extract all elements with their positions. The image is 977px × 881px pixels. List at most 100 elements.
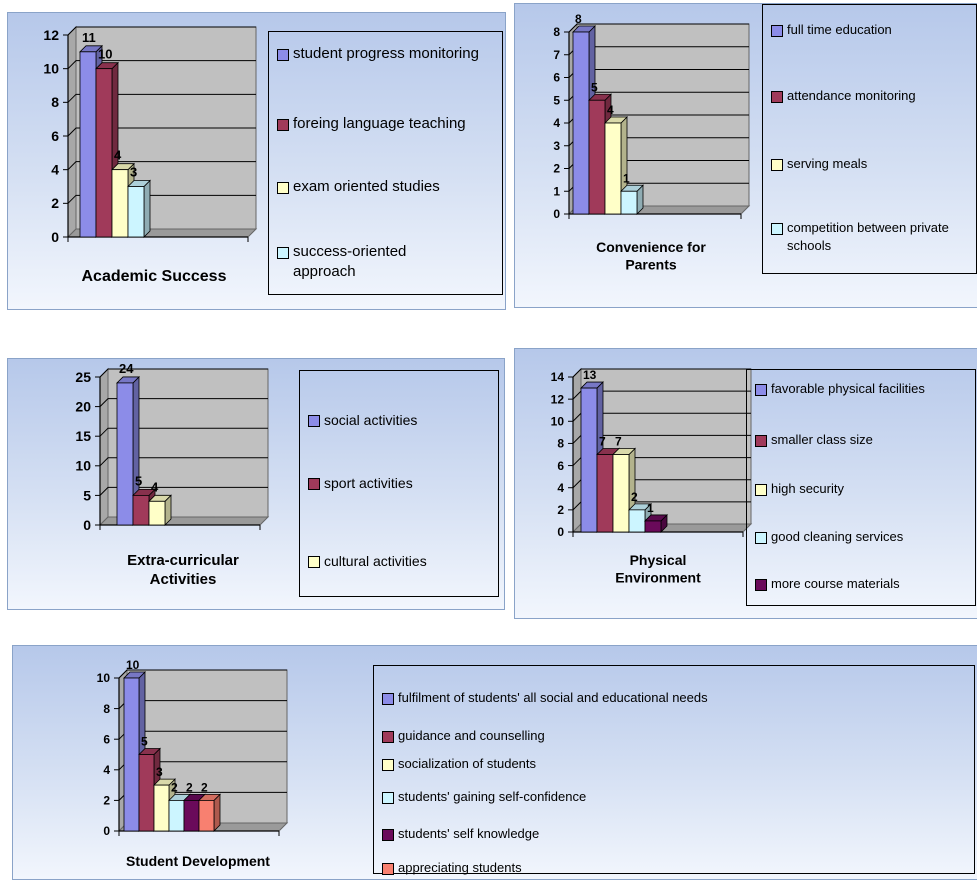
data-label: 5 [591,80,598,94]
data-label: 13 [583,368,597,382]
chart-panel-convenience-for-parents: 0 1 2 3 4 5 6 7 8 8 5 4 1 Convenience for Parents full… [514,3,977,308]
bar-front [168,799,185,832]
legend-swatch [382,863,394,875]
bar-front [79,51,97,238]
chart-title: Convenience for Parents [596,239,706,273]
legend-label: serving meals [787,156,868,171]
bar-front [612,454,630,533]
legend-item-competition-between-private-schools: competition between private schools [771,219,972,255]
y-tick-label: 25 [75,369,91,385]
bar-front [572,31,590,215]
legend-swatch [755,532,767,544]
data-label: 4 [114,148,122,163]
chart-legend: full time education attendance monitoring… [762,4,977,274]
legend-item-full-time-education: full time education [771,21,972,39]
legend-swatch [308,415,320,427]
legend-label: exam oriented studies [293,178,440,195]
y-tick-label: 6 [51,128,59,144]
gridline [67,127,256,137]
data-label: 10 [98,47,112,62]
legend-item-fulfilment-of-students-all-social-and-educational-needs: fulfilment of students' all social and e… [382,689,970,707]
bar-front [111,169,129,238]
bar-front [596,454,614,533]
y-tick-label: 6 [553,71,560,85]
y-tick-label: 8 [103,702,110,716]
gridline [99,427,268,437]
bar-cultural-activities [148,494,172,526]
y-tick-label: 0 [557,525,564,539]
legend-item-success-oriented-approach: success-oriented approach [277,242,498,282]
y-tick-label: 0 [51,229,59,245]
bar-front [148,500,166,526]
legend-item-exam-oriented-studies: exam oriented studies [277,177,498,197]
legend-swatch [277,247,289,259]
gridline [99,486,268,496]
y-tick-label: 5 [553,93,560,107]
bar-front [153,784,170,832]
legend-swatch [382,693,394,705]
y-tick-label: 6 [103,732,110,746]
gridline [67,93,256,103]
legend-swatch [755,484,767,496]
bar-more-course-materials [644,513,668,533]
y-tick-label: 2 [103,794,110,808]
bar-front [604,122,622,215]
legend-label: sport activities [324,475,413,491]
legend-item-social-activities: social activities [308,411,494,429]
legend-swatch [771,159,783,171]
y-tick-label: 8 [557,437,564,451]
y-tick-label: 2 [557,503,564,517]
bar-social-activities [116,375,140,526]
legend-swatch [771,25,783,37]
legend-item-foreing-language-teaching: foreing language teaching [277,114,498,134]
legend-label: competition between private schools [787,220,949,253]
legend-swatch [755,579,767,591]
data-label: 2 [186,780,193,794]
y-tick-label: 14 [551,370,565,384]
legend-item-students-self-knowledge: students' self knowledge [382,825,970,843]
y-tick-label: 10 [551,414,565,428]
y-tick-label: 12 [43,27,59,43]
legend-item-favorable-physical-facilities: favorable physical facilities [755,380,971,398]
data-label: 7 [599,435,606,449]
legend-item-attendance-monitoring: attendance monitoring [771,87,972,105]
legend-swatch [755,384,767,396]
data-label: 2 [631,490,638,504]
data-label: 4 [151,479,159,494]
legend-label: student progress monitoring [293,45,479,62]
y-tick-label: 15 [75,428,91,444]
legend-swatch [755,435,767,447]
bar-front [123,677,140,832]
y-tick-label: 10 [75,458,91,474]
legend-label: cultural activities [324,553,427,569]
legend-swatch [277,182,289,194]
data-label: 3 [130,165,137,180]
y-tick-label: 20 [75,399,91,415]
gridline [67,194,256,204]
gridline [99,398,268,407]
data-label: 8 [575,12,582,26]
data-label: 3 [156,765,163,779]
legend-label: good cleaning services [771,529,904,544]
data-label: 24 [119,361,134,376]
bar-competition-between-private-schools [620,184,644,215]
gridline [118,669,287,679]
legend-swatch [771,91,783,103]
y-tick-label: 8 [51,94,59,110]
chart-legend: fulfilment of students' all social and e… [373,665,975,875]
y-tick-label: 6 [557,459,564,473]
legend-item-smaller-class-size: smaller class size [755,431,971,449]
y-tick-label: 3 [553,139,560,153]
data-label: 11 [82,30,96,45]
legend-swatch [308,556,320,568]
y-tick-label: 10 [43,61,59,77]
gridline [67,161,256,171]
legend-label: social activities [324,412,418,428]
y-tick-label: 5 [83,487,91,503]
bar-appreciating-students [198,793,221,832]
